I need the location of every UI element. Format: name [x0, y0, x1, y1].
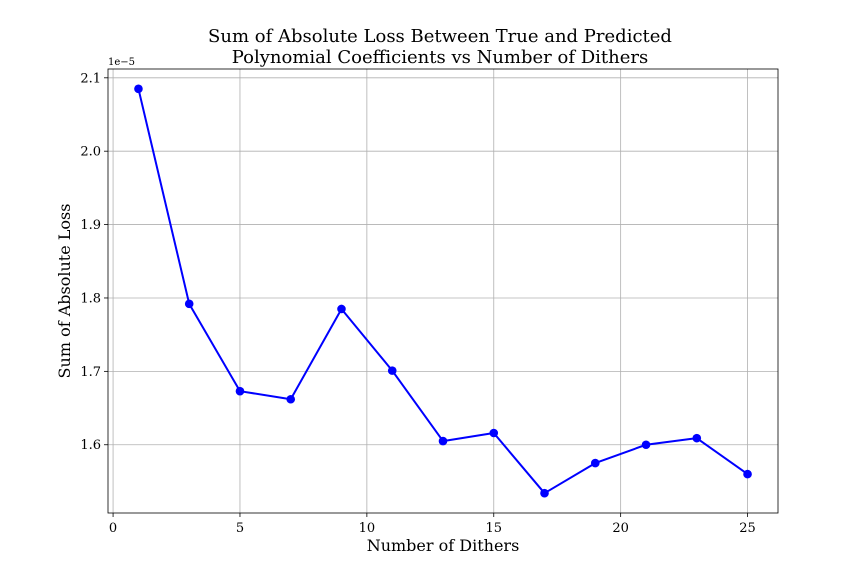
data-point	[438, 436, 448, 446]
y-axis-offset-label: 1e−5	[108, 57, 135, 68]
x-tick-label: 20	[612, 521, 629, 536]
y-tick-label: 1.8	[80, 291, 101, 306]
data-point	[692, 433, 702, 443]
axes-frame	[107, 68, 779, 514]
data-point	[235, 386, 245, 396]
axis-ticks: 0 5 10 15 20 25 1.6 1.7 1.8 1.9 2.0 2.1	[80, 71, 756, 536]
y-tick-label: 1.9	[80, 218, 101, 233]
plot-area: 0 5 10 15 20 25 1.6 1.7 1.8 1.9 2.0 2.1	[80, 68, 779, 536]
y-tick-label: 2.0	[80, 145, 101, 160]
data-point	[641, 440, 651, 450]
x-axis-label: Number of Dithers	[367, 536, 520, 555]
y-axis-label: Sum of Absolute Loss	[55, 204, 74, 379]
chart-title-line-1: Sum of Absolute Loss Between True and Pr…	[208, 26, 672, 47]
data-point	[184, 299, 194, 309]
data-point	[590, 458, 600, 468]
x-tick-label: 5	[236, 521, 244, 536]
chart-title-line-2: Polynomial Coefficients vs Number of Dit…	[232, 47, 648, 68]
data-point	[387, 366, 397, 375]
y-tick-label: 2.1	[80, 71, 101, 86]
data-point	[489, 428, 499, 438]
data-point	[743, 469, 752, 479]
data-point	[337, 304, 346, 314]
x-tick-label: 15	[485, 521, 502, 536]
axes-background	[108, 69, 778, 513]
x-tick-label: 10	[359, 521, 376, 536]
y-tick-label: 1.6	[80, 438, 101, 453]
data-point	[286, 394, 296, 404]
data-point	[540, 488, 549, 498]
data-point	[134, 84, 143, 94]
grid	[108, 69, 778, 513]
x-tick-label: 25	[739, 521, 756, 536]
x-tick-label: 0	[109, 521, 117, 536]
series-layer	[134, 84, 752, 498]
y-tick-label: 1.7	[80, 365, 101, 380]
